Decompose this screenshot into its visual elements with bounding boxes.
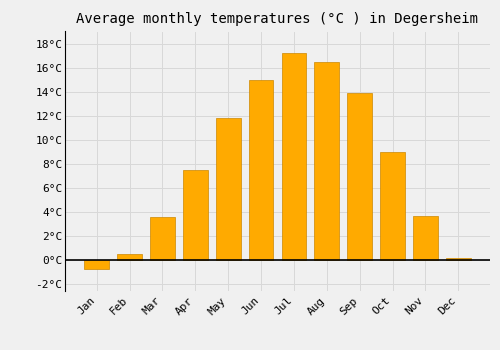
Bar — [248, 80, 274, 260]
Bar — [84, 260, 109, 269]
Bar — [117, 254, 142, 260]
Bar — [348, 93, 372, 260]
Bar — [446, 258, 470, 260]
Bar — [413, 216, 438, 260]
Bar — [380, 152, 405, 260]
Bar — [282, 53, 306, 260]
Bar — [183, 170, 208, 260]
Bar — [314, 62, 339, 260]
Bar — [216, 118, 240, 260]
Bar — [150, 217, 174, 260]
Title: Average monthly temperatures (°C ) in Degersheim: Average monthly temperatures (°C ) in De… — [76, 12, 478, 26]
